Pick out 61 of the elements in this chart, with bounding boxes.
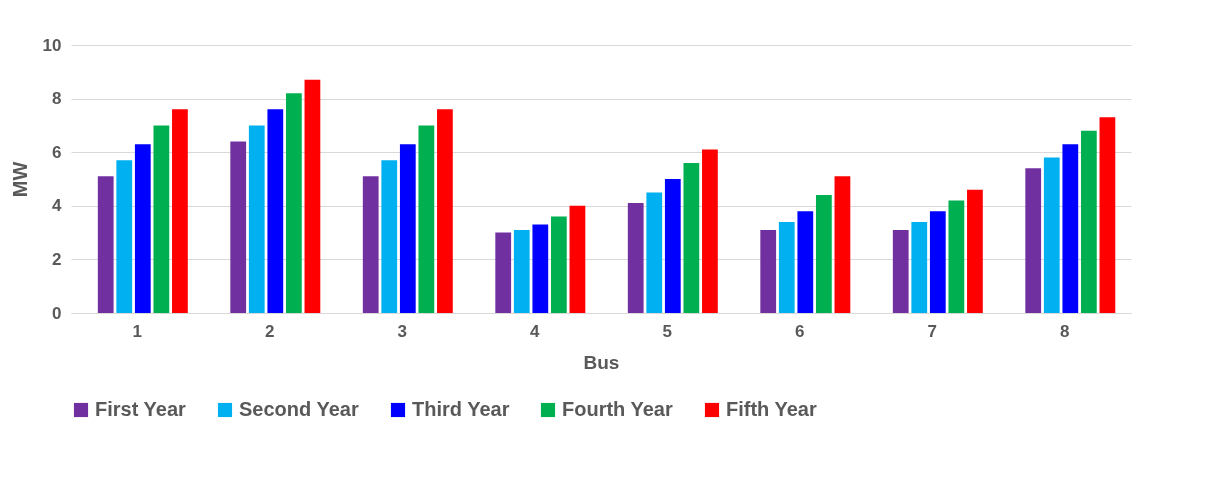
x-tick-label: 5 (662, 321, 672, 341)
bar (948, 200, 965, 313)
x-tick-label: 1 (132, 321, 142, 341)
bar (683, 162, 700, 313)
bar (892, 229, 909, 313)
bar (760, 229, 777, 313)
bar (967, 189, 983, 313)
bar (153, 125, 170, 313)
bar (285, 93, 302, 313)
bar (911, 221, 928, 313)
bar (418, 125, 435, 313)
bar (1043, 157, 1060, 313)
bar (399, 144, 416, 313)
y-tick-label: 0 (52, 303, 62, 323)
y-tick-label: 2 (52, 249, 62, 269)
bar (797, 211, 814, 313)
bar (172, 109, 188, 313)
y-tick-label: 10 (42, 35, 62, 55)
legend-label: Fifth Year (726, 398, 817, 420)
bar (627, 203, 644, 313)
bar (267, 109, 284, 313)
bar (437, 109, 453, 313)
x-tick-label: 7 (927, 321, 937, 341)
bar (569, 205, 586, 313)
x-tick-label: 2 (265, 321, 275, 341)
bar (116, 160, 133, 313)
bar (1025, 168, 1042, 313)
bar (815, 195, 832, 313)
x-tick-label: 3 (397, 321, 407, 341)
x-tick-label: 6 (795, 321, 805, 341)
bar (381, 160, 398, 313)
bar (513, 229, 530, 313)
bar (834, 176, 851, 313)
legend-label: Third Year (412, 398, 510, 420)
bar (702, 149, 718, 313)
bar (532, 224, 549, 313)
bar (664, 179, 681, 313)
y-tick-label: 6 (52, 142, 62, 162)
x-tick-label: 4 (530, 321, 541, 341)
bar (97, 176, 114, 313)
bar (778, 221, 795, 313)
bar (1099, 117, 1116, 313)
legend-label: First Year (95, 398, 187, 420)
legend-label: Fourth Year (562, 398, 673, 420)
bar (929, 211, 946, 313)
bar (248, 125, 265, 313)
bar (304, 79, 321, 313)
x-tick-label: 8 (1060, 321, 1070, 341)
bar (550, 216, 567, 313)
bar (1080, 130, 1097, 313)
x-axis-title: Bus (583, 351, 620, 373)
y-tick-label: 8 (52, 89, 62, 109)
y-axis-title: MW (8, 161, 31, 198)
bar (495, 232, 512, 313)
y-tick-label: 4 (52, 196, 63, 216)
bar (646, 192, 663, 313)
bar (230, 141, 247, 313)
bar (134, 144, 151, 313)
bar (362, 176, 379, 313)
legend-label: Second Year (239, 398, 359, 420)
bar (1062, 144, 1079, 313)
